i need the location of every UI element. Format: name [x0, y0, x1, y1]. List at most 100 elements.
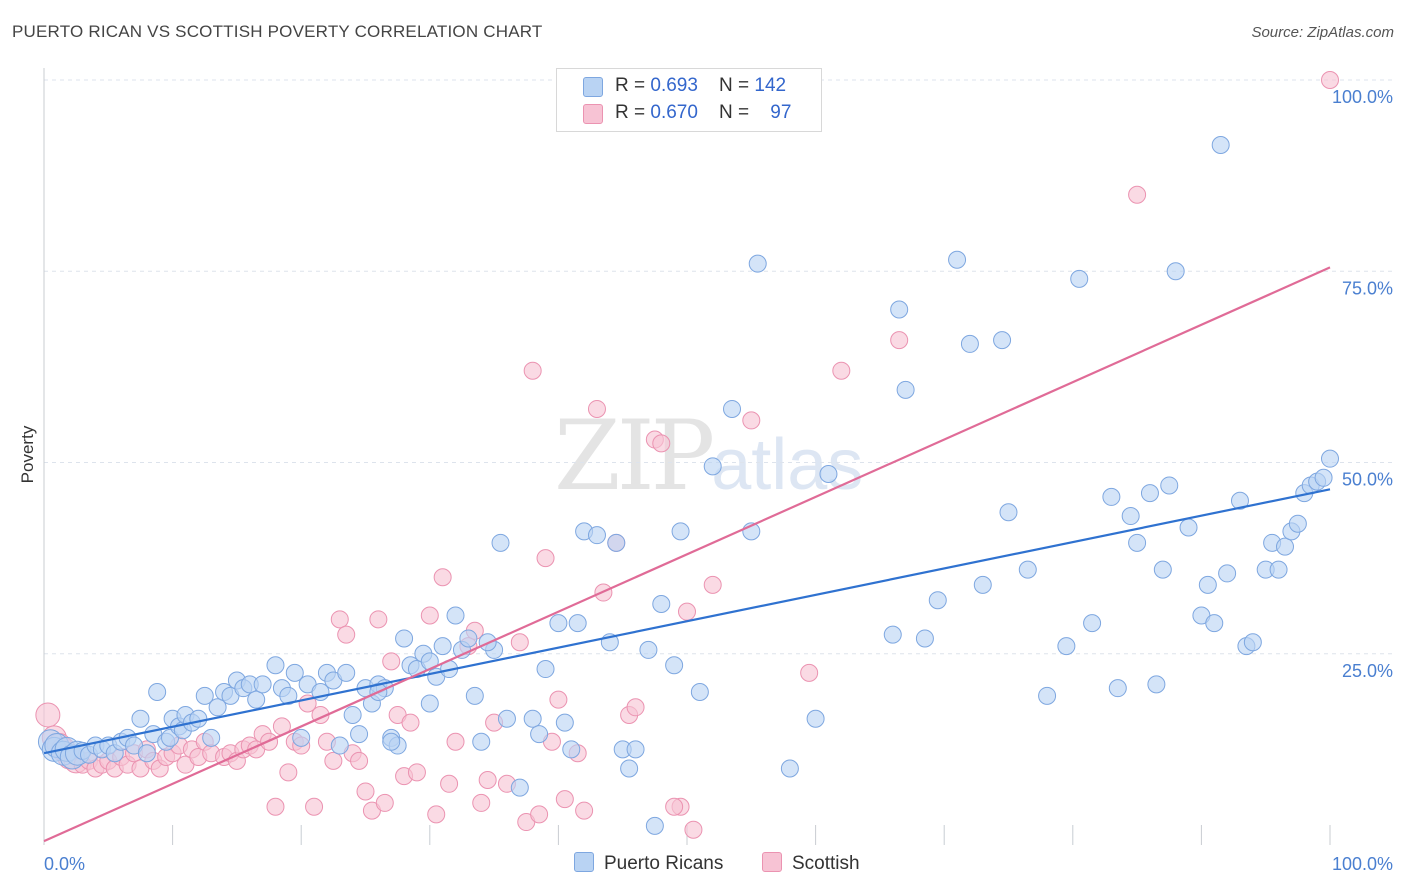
puerto-ricans-point [491, 533, 510, 552]
puerto-ricans-point [973, 575, 992, 594]
puerto-ricans-point [806, 709, 825, 728]
puerto-ricans-point [1160, 476, 1179, 495]
puerto-ricans-point [748, 254, 767, 273]
puerto-ricans-point [1102, 487, 1121, 506]
r-value: 0.693 [650, 75, 698, 96]
puerto-ricans-trend-line [43, 488, 1331, 755]
puerto-ricans-point [1153, 560, 1172, 579]
puerto-ricans-point [999, 503, 1018, 522]
scottish-point [407, 763, 426, 782]
scottish-point [530, 805, 549, 824]
puerto-ricans-point [568, 614, 587, 633]
stats-legend: R = 0.693 N = 142 R = 0.670 N = 97 [556, 68, 822, 132]
bottom-legend-scottish: Scottish [762, 852, 860, 875]
puerto-ricans-point [285, 663, 304, 682]
label-layer: 25.0% 50.0% 75.0% 100.0% 0.0% 100.0% Poverty [18, 87, 1393, 874]
scottish-point [742, 411, 761, 430]
puerto-ricans-point [1269, 560, 1288, 579]
puerto-ricans-point [1083, 614, 1102, 633]
puerto-ricans-point [1179, 518, 1198, 537]
scottish-point [337, 625, 356, 644]
puerto-ricans-point [1108, 679, 1127, 698]
puerto-ricans-point [665, 656, 684, 675]
y-tick-label: 75.0% [1342, 278, 1393, 298]
scottish-stats: R = 0.670 N = 97 [615, 102, 791, 124]
scottish-point [305, 797, 324, 816]
scottish-point [678, 602, 696, 621]
bottom-legend-puerto-ricans: Puerto Ricans [574, 852, 723, 875]
chart-title: PUERTO RICAN VS SCOTTISH POVERTY CORRELA… [12, 22, 543, 41]
puerto-ricans-point [510, 778, 529, 797]
watermark: ZIPatlas [554, 400, 863, 512]
puerto-ricans-swatch [583, 77, 603, 97]
scottish-point [626, 698, 645, 717]
puerto-ricans-point [819, 464, 838, 483]
n-label: N = [719, 102, 755, 123]
scottish-point [684, 820, 703, 839]
scottish-point [433, 568, 452, 587]
scottish-point [510, 633, 529, 652]
r-value: 0.670 [650, 102, 698, 123]
puerto-ricans-point [330, 736, 349, 755]
trend-layer [43, 266, 1331, 843]
puerto-ricans-point [1314, 468, 1333, 487]
puerto-ricans-point [292, 728, 311, 747]
puerto-ricans-point [620, 759, 639, 778]
scottish-point [446, 732, 465, 751]
puerto-ricans-point [883, 625, 902, 644]
y-axis-title: Poverty [18, 425, 37, 483]
puerto-ricans-point [915, 629, 934, 648]
y-tick-label: 50.0% [1342, 470, 1393, 490]
puerto-ricans-point [208, 698, 227, 717]
scottish-point [1321, 71, 1339, 89]
puerto-ricans-point [465, 686, 484, 705]
puerto-ricans-point [343, 705, 362, 724]
scottish-legend-label: Scottish [792, 853, 860, 874]
puerto-ricans-point [420, 694, 439, 713]
puerto-ricans-point [137, 744, 156, 763]
scottish-point [800, 663, 819, 682]
scottish-point [549, 690, 568, 709]
puerto-ricans-point [1147, 675, 1166, 694]
puerto-ricans-point [562, 740, 581, 759]
puerto-ricans-point [530, 725, 549, 744]
puerto-ricans-point [587, 526, 606, 545]
scottish-point [440, 774, 459, 793]
puerto-ricans-point [928, 591, 947, 610]
puerto-ricans-point [195, 686, 214, 705]
puerto-ricans-point [1070, 269, 1089, 288]
n-value: 97 [770, 102, 792, 123]
axis-layer [43, 68, 1331, 845]
points-layer [35, 71, 1339, 839]
puerto-ricans-point [1121, 507, 1140, 526]
puerto-ricans-point [446, 606, 465, 625]
puerto-ricans-point [279, 686, 298, 705]
puerto-ricans-point [948, 250, 967, 269]
r-label: R = [615, 75, 651, 96]
scottish-point [369, 610, 388, 629]
puerto-ricans-point [523, 709, 542, 728]
scottish-point [420, 606, 439, 625]
puerto-ricans-point [1211, 136, 1230, 155]
scottish-point [350, 751, 369, 770]
puerto-ricans-point [433, 637, 452, 656]
y-tick-label: 25.0% [1342, 661, 1393, 681]
puerto-ricans-point [350, 725, 369, 744]
y-tick-label: 100.0% [1332, 87, 1393, 107]
puerto-ricans-point [1243, 633, 1262, 652]
puerto-ricans-point [626, 740, 645, 759]
scottish-point [890, 331, 909, 350]
puerto-ricans-point [1018, 560, 1037, 579]
puerto-ricans-point [780, 759, 799, 778]
puerto-ricans-point [993, 331, 1012, 350]
scottish-point [382, 652, 401, 671]
r-label: R = [615, 102, 651, 123]
scottish-point [536, 549, 555, 568]
scottish-point [1128, 185, 1147, 204]
puerto-ricans-point [472, 732, 491, 751]
puerto-ricans-legend-label: Puerto Ricans [604, 853, 724, 874]
puerto-ricans-point [1321, 449, 1339, 468]
puerto-ricans-point [645, 816, 664, 835]
puerto-ricans-point [395, 629, 414, 648]
puerto-ricans-point [890, 300, 909, 319]
